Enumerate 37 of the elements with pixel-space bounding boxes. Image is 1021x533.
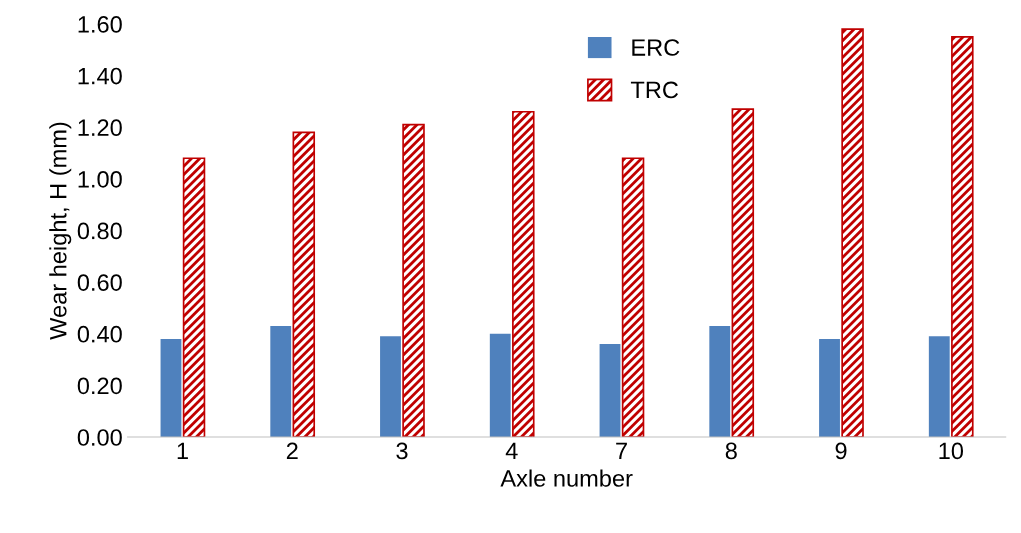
bar xyxy=(819,338,840,438)
x-tick-label: 1 xyxy=(177,442,188,460)
y-tick-label: 0.00 xyxy=(77,429,122,446)
y-tick-label: 1.40 xyxy=(78,67,122,85)
bar xyxy=(951,36,974,438)
bar xyxy=(292,131,316,438)
bar xyxy=(599,344,621,438)
legend-label: TRC xyxy=(630,81,679,99)
bar xyxy=(621,157,645,438)
y-tick-label: 1.20 xyxy=(78,119,122,137)
bar xyxy=(928,336,950,438)
y-tick-label: 1.60 xyxy=(78,16,122,33)
legend-label: ERC xyxy=(632,39,680,56)
x-axis-title: Axle number xyxy=(500,469,633,487)
y-tick-label: 0.60 xyxy=(77,274,122,291)
bar xyxy=(182,157,206,438)
y-tick-label: 0.20 xyxy=(77,377,122,395)
x-tick-label: 9 xyxy=(835,442,847,460)
x-tick-label: 3 xyxy=(396,442,408,460)
bar xyxy=(489,333,511,438)
bar xyxy=(160,338,182,438)
x-tick-label: 8 xyxy=(725,442,737,460)
x-tick-label: 4 xyxy=(505,442,518,460)
y-tick-label: 1.00 xyxy=(78,170,122,188)
y-tick-label: 0.80 xyxy=(77,222,122,240)
y-axis-title: Wear height, H (mm) xyxy=(49,122,72,340)
bar xyxy=(402,123,425,438)
bar xyxy=(512,110,535,438)
y-tick-label: 0.40 xyxy=(77,325,122,343)
bar xyxy=(270,326,292,438)
x-tick-label: 2 xyxy=(286,442,298,460)
bar xyxy=(709,326,731,438)
bar xyxy=(380,336,401,438)
bar xyxy=(731,108,755,438)
x-tick-label: 7 xyxy=(616,442,627,460)
bar xyxy=(841,28,864,438)
x-tick-label: 10 xyxy=(939,442,964,460)
